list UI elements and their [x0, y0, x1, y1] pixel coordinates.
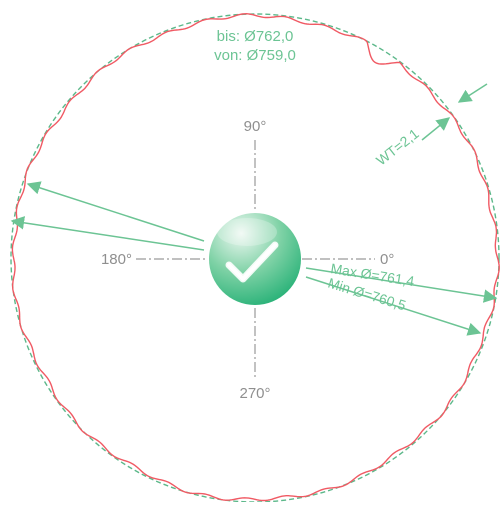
measured-profile [11, 12, 500, 502]
max-diameter-leader-left [26, 181, 205, 242]
lower-tolerance-label: von: Ø759,0 [214, 47, 296, 64]
max-diameter-leader-right [305, 267, 498, 303]
angle-label-0: 0° [380, 251, 394, 268]
axis-crosshair [136, 140, 375, 380]
wall-thickness-indicator [421, 83, 488, 141]
upper-tolerance-label: bis: Ø762,0 [217, 28, 294, 45]
angle-label-90: 90° [244, 118, 267, 135]
checkmark-icon [225, 241, 279, 283]
wall-thickness-label: WT=2,1 [373, 125, 422, 168]
angle-label-270: 270° [239, 385, 270, 402]
tolerance-circle [10, 13, 500, 503]
min-diameter-leader-left [10, 216, 205, 251]
pass-badge [209, 213, 301, 305]
min-diameter-leader-right [305, 276, 482, 336]
angle-label-180: 180° [101, 251, 132, 268]
